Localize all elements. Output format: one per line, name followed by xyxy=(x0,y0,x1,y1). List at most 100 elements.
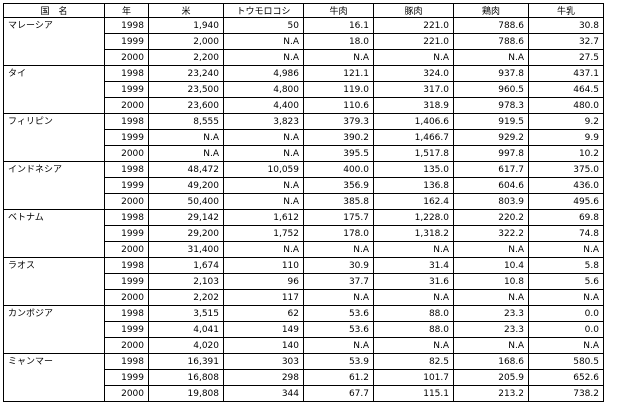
value-cell: 18.0 xyxy=(303,33,374,50)
value-cell: 375.0 xyxy=(528,161,604,178)
value-cell: 69.8 xyxy=(528,209,604,226)
value-cell: 61.2 xyxy=(303,369,374,386)
value-cell: 617.7 xyxy=(453,161,529,178)
value-cell: 4,041 xyxy=(148,321,224,338)
value-cell: N.A xyxy=(528,289,604,306)
country-cell: マレーシア xyxy=(3,17,105,34)
year-cell: 1999 xyxy=(104,177,149,194)
year-cell: 1998 xyxy=(104,305,149,322)
value-cell: 298 xyxy=(223,369,304,386)
year-cell: 2000 xyxy=(104,97,149,114)
value-cell: 117 xyxy=(223,289,304,306)
value-cell: 88.0 xyxy=(373,321,454,338)
value-cell: 580.5 xyxy=(528,353,604,370)
value-cell: 2,000 xyxy=(148,33,224,50)
country-cell: インドネシア xyxy=(3,161,105,178)
value-cell: 110.6 xyxy=(303,97,374,114)
table-row: ベトナム 1998 29,142 1,612 175.7 1,228.0 220.2 69.8 xyxy=(3,209,604,226)
table-row: 1999 4,041 149 53.6 88.0 23.3 0.0 xyxy=(3,321,604,338)
year-cell: 1999 xyxy=(104,225,149,242)
value-cell: 495.6 xyxy=(528,193,604,210)
header-cell: 国 名 xyxy=(3,3,105,18)
table-row: 1999 23,500 4,800 119.0 317.0 960.5 464.5 xyxy=(3,81,604,98)
value-cell: 2,200 xyxy=(148,49,224,66)
value-cell: 136.8 xyxy=(373,177,454,194)
value-cell: 67.7 xyxy=(303,385,374,402)
year-cell: 1998 xyxy=(104,17,149,34)
value-cell: 0.0 xyxy=(528,305,604,322)
value-cell: 88.0 xyxy=(373,305,454,322)
value-cell: 53.6 xyxy=(303,305,374,322)
country-cell-empty xyxy=(3,177,105,194)
value-cell: 50,400 xyxy=(148,193,224,210)
value-cell: 27.5 xyxy=(528,49,604,66)
year-cell: 1999 xyxy=(104,273,149,290)
value-cell: 4,020 xyxy=(148,337,224,354)
table-row: 1999 29,200 1,752 178.0 1,318.2 322.2 74.8 xyxy=(3,225,604,242)
value-cell: 9.2 xyxy=(528,113,604,130)
value-cell: 385.8 xyxy=(303,193,374,210)
header-cell: 牛肉 xyxy=(303,3,374,18)
year-cell: 2000 xyxy=(104,337,149,354)
value-cell: 395.5 xyxy=(303,145,374,162)
table-row: フィリピン 1998 8,555 3,823 379.3 1,406.6 919.5 9.2 xyxy=(3,113,604,130)
value-cell: 10.2 xyxy=(528,145,604,162)
year-cell: 1998 xyxy=(104,65,149,82)
header-cell: 豚肉 xyxy=(373,3,454,18)
value-cell: N.A xyxy=(148,129,224,146)
value-cell: 322.2 xyxy=(453,225,529,242)
country-cell-empty xyxy=(3,129,105,146)
table-row: タイ 1998 23,240 4,986 121.1 324.0 937.8 437.1 xyxy=(3,65,604,82)
value-cell: 162.4 xyxy=(373,193,454,210)
value-cell: 1,466.7 xyxy=(373,129,454,146)
value-cell: 16,808 xyxy=(148,369,224,386)
value-cell: N.A xyxy=(373,49,454,66)
value-cell: 5.8 xyxy=(528,257,604,274)
header-cell: トウモロコシ xyxy=(223,3,304,18)
value-cell: N.A xyxy=(373,337,454,354)
value-cell: 121.1 xyxy=(303,65,374,82)
value-cell: 19,808 xyxy=(148,385,224,402)
value-cell: 110 xyxy=(223,257,304,274)
value-cell: 9.9 xyxy=(528,129,604,146)
table-row: 1999 2,103 96 37.7 31.6 10.8 5.6 xyxy=(3,273,604,290)
table-row: 2000 19,808 344 67.7 115.1 213.2 738.2 xyxy=(3,385,604,402)
value-cell: 48,472 xyxy=(148,161,224,178)
value-cell: N.A xyxy=(148,145,224,162)
header-row: 国 名年米トウモロコシ 牛肉 豚肉 鶏肉 牛乳 xyxy=(3,3,604,18)
value-cell: 997.8 xyxy=(453,145,529,162)
value-cell: 29,200 xyxy=(148,225,224,242)
year-cell: 2000 xyxy=(104,385,149,402)
table-row: 2000 N.A N.A 395.5 1,517.8 997.8 10.2 xyxy=(3,145,604,162)
table-row: インドネシア 1998 48,472 10,059 400.0 135.0 617.7 375… xyxy=(3,161,604,178)
value-cell: 213.2 xyxy=(453,385,529,402)
value-cell: 978.3 xyxy=(453,97,529,114)
value-cell: 937.8 xyxy=(453,65,529,82)
table-row: 1999 49,200 N.A 356.9 136.8 604.6 436.0 xyxy=(3,177,604,194)
value-cell: N.A xyxy=(223,129,304,146)
country-cell: ミャンマー xyxy=(3,353,105,370)
value-cell: 379.3 xyxy=(303,113,374,130)
value-cell: 23.3 xyxy=(453,305,529,322)
value-cell: 960.5 xyxy=(453,81,529,98)
value-cell: 220.2 xyxy=(453,209,529,226)
value-cell: 30.9 xyxy=(303,257,374,274)
value-cell: 205.9 xyxy=(453,369,529,386)
value-cell: 49,200 xyxy=(148,177,224,194)
country-cell-empty xyxy=(3,321,105,338)
value-cell: 178.0 xyxy=(303,225,374,242)
table-row: マレーシア 1998 1,940 50 16.1 221.0 788.6 30.8 xyxy=(3,17,604,34)
value-cell: 23.3 xyxy=(453,321,529,338)
value-cell: 4,986 xyxy=(223,65,304,82)
value-cell: 2,202 xyxy=(148,289,224,306)
country-cell: ラオス xyxy=(3,257,105,274)
value-cell: 31.4 xyxy=(373,257,454,274)
table-row: 1999 N.A N.A 390.2 1,466.7 929.2 9.9 xyxy=(3,129,604,146)
value-cell: 4,400 xyxy=(223,97,304,114)
value-cell: N.A xyxy=(223,33,304,50)
table-row: 2000 50,400 N.A 385.8 162.4 803.9 495.6 xyxy=(3,193,604,210)
year-cell: 1999 xyxy=(104,129,149,146)
country-cell-empty xyxy=(3,97,105,114)
value-cell: 3,823 xyxy=(223,113,304,130)
table-row: ミャンマー 1998 16,391 303 53.9 82.5 168.6 580.5 xyxy=(3,353,604,370)
